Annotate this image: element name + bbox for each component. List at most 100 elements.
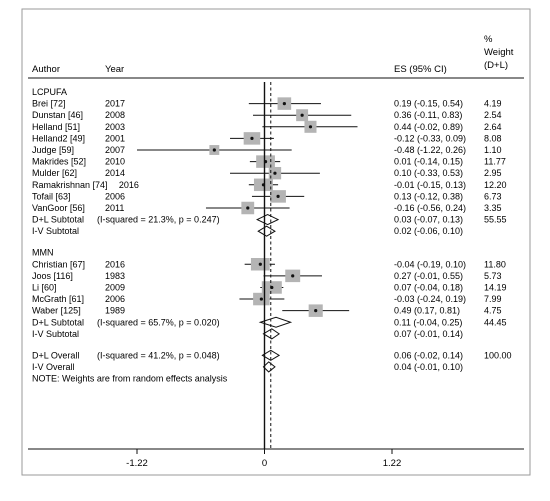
study-ci-li-60: 0.07 (-0.04, 0.18) <box>394 282 463 292</box>
study-weight-makrides-52: 11.77 <box>484 157 506 167</box>
study-weight-tofail-63: 6.73 <box>484 191 502 201</box>
pooled-diamond-d-l-overall <box>261 349 281 361</box>
x-tick-label-1: 0 <box>262 458 267 469</box>
figure-border <box>21 8 531 476</box>
study-year-makrides-52: 2010 <box>105 157 125 167</box>
group-heading-lcpufa: LCPUFA <box>32 87 67 97</box>
point-estimate-tofail-63 <box>276 194 280 198</box>
study-weight-ramakrishnan-74: 12.20 <box>484 180 507 190</box>
study-ci-mcgrath-61: -0.03 (-0.24, 0.19) <box>394 294 466 304</box>
plot-layer <box>137 82 358 449</box>
study-author-helland2-49: Helland2 [49] <box>32 133 85 143</box>
pooled-label-mmn-d-l-subtotal: D+L Subtotal <box>32 317 84 327</box>
study-year-helland2-49: 2001 <box>105 133 125 143</box>
study-ci-helland2-49: -0.12 (-0.33, 0.09) <box>394 133 466 143</box>
study-year-joos-116: 1983 <box>105 271 125 281</box>
pooled-weight-lcpufa-d-l-subtotal: 55.55 <box>484 215 507 225</box>
study-ci-makrides-52: 0.01 (-0.14, 0.15) <box>394 157 463 167</box>
pooled-label-lcpufa-i-v-subtotal: I-V Subtotal <box>32 226 79 236</box>
pooled-stats-mmn-d-l-subtotal: (I-squared = 65.7%, p = 0.020) <box>97 317 220 327</box>
pooled-diamond-i-v-overall <box>262 361 276 373</box>
study-year-christian-67: 2016 <box>105 259 125 269</box>
pooled-ci-mmn-i-v-subtotal: 0.07 (-0.01, 0.14) <box>394 329 463 339</box>
pooled-ci-lcpufa-d-l-subtotal: 0.03 (-0.07, 0.13) <box>394 215 463 225</box>
header-es: ES (95% CI) <box>394 64 447 75</box>
point-estimate-waber-125 <box>314 309 318 313</box>
pooled-label-lcpufa-d-l-subtotal: D+L Subtotal <box>32 215 84 225</box>
pooled-stats-d-l-overall: (I-squared = 41.2%, p = 0.048) <box>97 350 220 360</box>
study-year-mulder-62: 2014 <box>105 168 125 178</box>
study-author-dunstan-46: Dunstan [46] <box>32 110 83 120</box>
pooled-ci-mmn-d-l-subtotal: 0.11 (-0.04, 0.25) <box>394 317 462 327</box>
pooled-weight-d-l-overall: 100.00 <box>484 350 512 360</box>
header-weight-line-3: (D+L) <box>484 60 508 71</box>
study-author-ramakrishnan-74: Ramakrishnan [74] <box>32 180 108 190</box>
group-heading-mmn: MMN <box>32 248 54 258</box>
header-weight-line-1: % <box>484 34 493 45</box>
study-weight-vangoor-56: 3.35 <box>484 203 502 213</box>
study-author-joos-116: Joos [116] <box>32 271 73 281</box>
study-author-judge-59: Judge [59] <box>32 145 74 155</box>
study-year-waber-125: 1989 <box>105 306 125 316</box>
study-weight-mcgrath-61: 7.99 <box>484 294 502 304</box>
pooled-label-i-v-overall: I-V Overall <box>32 362 75 372</box>
study-author-tofail-63: Tofail [63] <box>32 191 71 201</box>
pooled-ci-lcpufa-i-v-subtotal: 0.02 (-0.06, 0.10) <box>394 226 463 236</box>
study-weight-christian-67: 11.80 <box>484 259 506 269</box>
study-weight-li-60: 14.19 <box>484 282 507 292</box>
study-ci-brei-72: 0.19 (-0.15, 0.54) <box>394 99 463 109</box>
point-estimate-helland-51 <box>308 125 313 129</box>
study-year-mcgrath-61: 2006 <box>105 294 125 304</box>
study-weight-mulder-62: 2.95 <box>484 168 502 178</box>
study-author-helland-51: Helland [51] <box>32 122 80 132</box>
study-ci-ramakrishnan-74: -0.01 (-0.15, 0.13) <box>394 180 466 190</box>
study-weight-helland2-49: 8.08 <box>484 133 502 143</box>
point-estimate-helland2-49 <box>250 136 254 140</box>
study-author-christian-67: Christian [67] <box>32 259 85 269</box>
study-author-li-60: Li [60] <box>32 282 57 292</box>
study-ci-helland-51: 0.44 (-0.02, 0.89) <box>394 122 463 132</box>
study-author-vangoor-56: VanGoor [56] <box>32 203 85 213</box>
x-axis: -1.22 0 1.22 <box>126 449 401 469</box>
study-ci-christian-67: -0.04 (-0.19, 0.10) <box>394 259 466 269</box>
study-weight-brei-72: 4.19 <box>484 99 502 109</box>
point-estimate-brei-72 <box>282 102 286 106</box>
pooled-label-d-l-overall: D+L Overall <box>32 350 79 360</box>
study-ci-waber-125: 0.49 (0.17, 0.81) <box>394 306 460 316</box>
study-year-vangoor-56: 2011 <box>105 203 124 213</box>
study-author-waber-125: Waber [125] <box>32 306 81 316</box>
study-ci-vangoor-56: -0.16 (-0.56, 0.24) <box>394 203 466 213</box>
study-year-tofail-63: 2006 <box>105 191 125 201</box>
pooled-ci-i-v-overall: 0.04 (-0.01, 0.10) <box>394 362 463 372</box>
weights-note: NOTE: Weights are from random effects an… <box>32 374 228 384</box>
point-estimate-dunstan-46 <box>300 113 304 117</box>
header-year: Year <box>105 64 124 75</box>
header-weight-line-2: Weight <box>484 47 514 58</box>
study-ci-mulder-62: 0.10 (-0.33, 0.53) <box>394 168 463 178</box>
study-year-brei-72: 2017 <box>105 99 125 109</box>
pooled-label-mmn-i-v-subtotal: I-V Subtotal <box>32 329 79 339</box>
point-estimate-mcgrath-61 <box>259 297 263 301</box>
point-estimate-vangoor-56 <box>246 206 250 210</box>
study-year-ramakrishnan-74: 2016 <box>119 180 139 190</box>
pooled-diamond-mmn-i-v-subtotal <box>262 328 281 340</box>
study-weight-joos-116: 5.73 <box>484 271 502 281</box>
study-weight-helland-51: 2.64 <box>484 122 502 132</box>
rows-layer: LCPUFA Brei [72] 2017 0.19 (-0.15, 0.54) 4.1… <box>32 87 512 384</box>
study-weight-dunstan-46: 2.54 <box>484 110 502 120</box>
study-ci-judge-59: -0.48 (-1.22, 0.26) <box>394 145 466 155</box>
point-estimate-judge-59 <box>212 148 216 152</box>
point-estimate-christian-67 <box>258 262 262 266</box>
pooled-ci-d-l-overall: 0.06 (-0.02, 0.14) <box>394 350 463 360</box>
x-tick-label-2: 1.22 <box>383 458 402 469</box>
header-author: Author <box>32 64 60 75</box>
study-weight-waber-125: 4.75 <box>484 306 502 316</box>
study-author-mulder-62: Mulder [62] <box>32 168 77 178</box>
study-year-li-60: 2009 <box>105 282 125 292</box>
study-ci-dunstan-46: 0.36 (-0.11, 0.83) <box>394 110 462 120</box>
study-year-dunstan-46: 2008 <box>105 110 125 120</box>
study-year-judge-59: 2007 <box>105 145 125 155</box>
study-ci-joos-116: 0.27 (-0.01, 0.55) <box>394 271 463 281</box>
